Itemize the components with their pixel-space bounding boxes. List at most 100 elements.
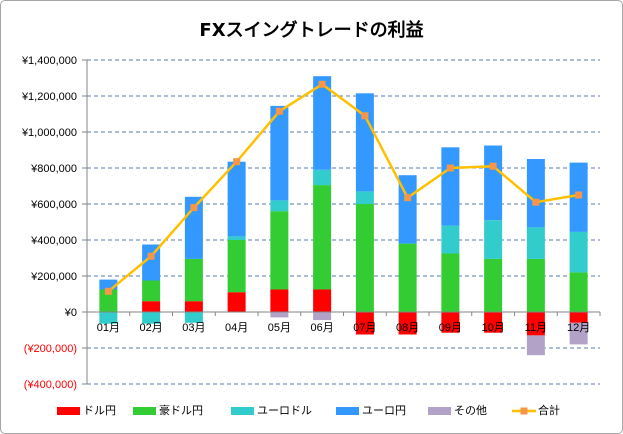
x-tick-label: 08月 xyxy=(396,322,419,334)
total-marker-6 xyxy=(318,80,326,88)
y-tick-label: ¥1,000,000 xyxy=(21,127,77,139)
legend-label-eur-usd: ユーロドル xyxy=(257,405,312,417)
total-marker-2 xyxy=(147,252,155,260)
total-marker-4 xyxy=(233,158,241,166)
total-marker-8 xyxy=(404,194,412,202)
legend-label-eur-jpy: ユーロ円 xyxy=(362,405,406,417)
bar-usd-jpy-5 xyxy=(270,289,289,312)
bar-eur-usd-9 xyxy=(441,225,460,254)
bar-eur-usd-3 xyxy=(184,312,203,323)
chart-title: FXスイングトレードの利益 xyxy=(199,20,424,41)
bar-usd-jpy-12 xyxy=(569,312,588,323)
bar-aud-jpy-10 xyxy=(484,258,503,312)
x-tick-label: 09月 xyxy=(439,322,462,334)
total-marker-10 xyxy=(489,162,497,170)
bar-usd-jpy-6 xyxy=(313,289,332,312)
total-marker-3 xyxy=(190,204,198,212)
y-tick-label: ¥800,000 xyxy=(30,163,77,175)
bar-eur-jpy-2 xyxy=(142,244,161,281)
bar-usd-jpy-3 xyxy=(184,301,203,312)
total-marker-1 xyxy=(104,287,112,295)
x-tick-label: 10月 xyxy=(482,322,505,334)
bar-usd-jpy-10 xyxy=(484,312,503,333)
bar-aud-jpy-7 xyxy=(355,204,374,312)
bar-eur-usd-4 xyxy=(227,236,246,240)
bar-aud-jpy-12 xyxy=(569,272,588,312)
bar-eur-jpy-9 xyxy=(441,147,460,226)
x-tick-label: 07月 xyxy=(353,322,376,334)
x-tick-label: 04月 xyxy=(225,322,248,334)
legend-swatch-other xyxy=(428,407,451,415)
total-line-group xyxy=(104,80,583,295)
bar-other-12 xyxy=(569,322,588,345)
bar-eur-jpy-4 xyxy=(227,161,246,237)
bar-aud-jpy-9 xyxy=(441,253,460,312)
bar-eur-usd-10 xyxy=(484,220,503,259)
bar-usd-jpy-8 xyxy=(398,312,417,335)
bar-aud-jpy-2 xyxy=(142,280,161,302)
x-tick-label: 03月 xyxy=(182,322,205,334)
y-tick-label: (¥200,000) xyxy=(24,343,77,355)
x-tick-label: 12月 xyxy=(567,322,590,334)
total-marker-9 xyxy=(446,164,454,172)
bar-eur-usd-2 xyxy=(142,312,161,324)
bar-eur-usd-12 xyxy=(569,231,588,273)
y-tick-label: ¥200,000 xyxy=(30,271,77,283)
x-tick-label: 06月 xyxy=(311,322,334,334)
total-marker-5 xyxy=(275,107,283,115)
bar-aud-jpy-11 xyxy=(526,258,545,312)
y-tick-label: ¥1,400,000 xyxy=(21,55,77,67)
bar-eur-jpy-11 xyxy=(526,159,545,228)
legend-label-usd-jpy: ドル円 xyxy=(83,405,116,417)
bar-aud-jpy-8 xyxy=(398,243,417,312)
bar-eur-usd-7 xyxy=(355,191,374,204)
x-tick-label: 11月 xyxy=(525,322,547,334)
bar-eur-jpy-5 xyxy=(270,105,289,201)
legend-label-aud-jpy: 豪ドル円 xyxy=(159,405,203,417)
bar-eur-jpy-10 xyxy=(484,145,503,221)
gridlines-group xyxy=(87,59,600,385)
bar-usd-jpy-4 xyxy=(227,292,246,312)
x-tick-label: 05月 xyxy=(268,322,291,334)
y-tick-label: ¥600,000 xyxy=(30,199,77,211)
total-marker-12 xyxy=(575,191,583,199)
bar-eur-usd-6 xyxy=(313,169,332,186)
y-tick-label: ¥400,000 xyxy=(30,235,77,247)
bar-usd-jpy-2 xyxy=(142,301,161,312)
legend-label-total: 合計 xyxy=(538,405,560,417)
axes-group xyxy=(82,59,601,385)
bar-eur-usd-5 xyxy=(270,200,289,212)
bar-usd-jpy-7 xyxy=(355,312,374,335)
y-tick-label: ¥0 xyxy=(64,307,77,319)
y-tick-label: (¥400,000) xyxy=(24,379,77,391)
bar-aud-jpy-3 xyxy=(184,258,203,302)
legend-marker-total xyxy=(520,407,528,415)
bar-eur-usd-11 xyxy=(526,227,545,259)
bar-eur-jpy-6 xyxy=(313,76,332,170)
axis-labels-group: ¥1,400,000 ¥1,200,000 ¥1,000,000 ¥800,000 ¥6… xyxy=(21,55,590,391)
legend-swatch-usd-jpy xyxy=(57,407,80,415)
bar-aud-jpy-6 xyxy=(313,185,332,290)
bar-usd-jpy-11 xyxy=(526,312,545,336)
total-marker-7 xyxy=(361,112,369,120)
x-tick-label: 01月 xyxy=(97,322,120,334)
legend-swatch-eur-jpy xyxy=(336,407,359,415)
bar-aud-jpy-1 xyxy=(99,289,118,312)
bar-aud-jpy-5 xyxy=(270,211,289,290)
bar-eur-jpy-8 xyxy=(398,175,417,244)
bar-eur-usd-1 xyxy=(99,312,118,324)
bar-other-6 xyxy=(313,312,332,321)
y-tick-label: ¥1,200,000 xyxy=(21,91,77,103)
legend-swatch-eur-usd xyxy=(231,407,254,415)
legend-swatch-total xyxy=(512,407,536,415)
legend-swatch-aud-jpy xyxy=(133,407,156,415)
bar-usd-jpy-9 xyxy=(441,312,460,333)
bar-other-11 xyxy=(526,335,545,356)
total-marker-11 xyxy=(532,198,540,206)
bar-eur-jpy-7 xyxy=(355,93,374,192)
x-tick-label: 02月 xyxy=(140,322,163,334)
bar-eur-jpy-1 xyxy=(99,279,118,290)
legend: ドル円 豪ドル円 ユーロドル ユーロ円 その他 合計 xyxy=(1,401,622,421)
